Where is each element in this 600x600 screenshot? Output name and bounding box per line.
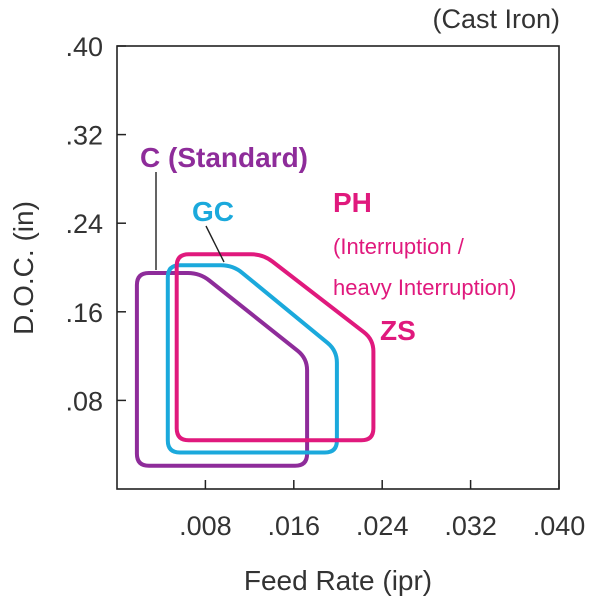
x-axis: .008 .016 .024 .032 .040 [179, 480, 585, 541]
y-tick-label: .08 [65, 386, 103, 416]
x-tick-label: .016 [268, 511, 321, 541]
y-tick-label: .16 [65, 298, 103, 328]
region-ph-label: ZS [380, 315, 416, 346]
region-gc-outline [165, 263, 339, 455]
y-axis: .08 .16 .24 .32 .40 [65, 32, 126, 416]
y-tick-label: .24 [65, 209, 103, 239]
region-ph-label: heavy Interruption) [333, 275, 516, 300]
plot-frame [116, 45, 560, 490]
x-axis-title: Feed Rate (ipr) [244, 565, 432, 596]
x-tick-label: .040 [533, 511, 586, 541]
y-axis-title: D.O.C. (in) [8, 201, 39, 335]
region-c-label: C (Standard) [140, 142, 308, 173]
region-ph-label: PH [333, 187, 372, 218]
operating-regions [134, 252, 376, 468]
chart-title: (Cast Iron) [432, 4, 560, 34]
region-gc-label: GC [192, 196, 234, 227]
label-leaders [155, 172, 225, 270]
x-tick-label: .032 [444, 511, 497, 541]
region-c-outline [134, 271, 310, 468]
leader-gc [205, 225, 225, 263]
y-tick-label: .40 [65, 32, 103, 62]
x-tick-label: .008 [179, 511, 232, 541]
y-tick-label: .32 [65, 121, 103, 151]
region-ph-outline [174, 252, 376, 443]
region-labels: C (Standard) GC PH (Interruption / heavy Int… [140, 142, 516, 346]
region-ph-label: (Interruption / [333, 234, 465, 259]
x-tick-label: .024 [356, 511, 409, 541]
